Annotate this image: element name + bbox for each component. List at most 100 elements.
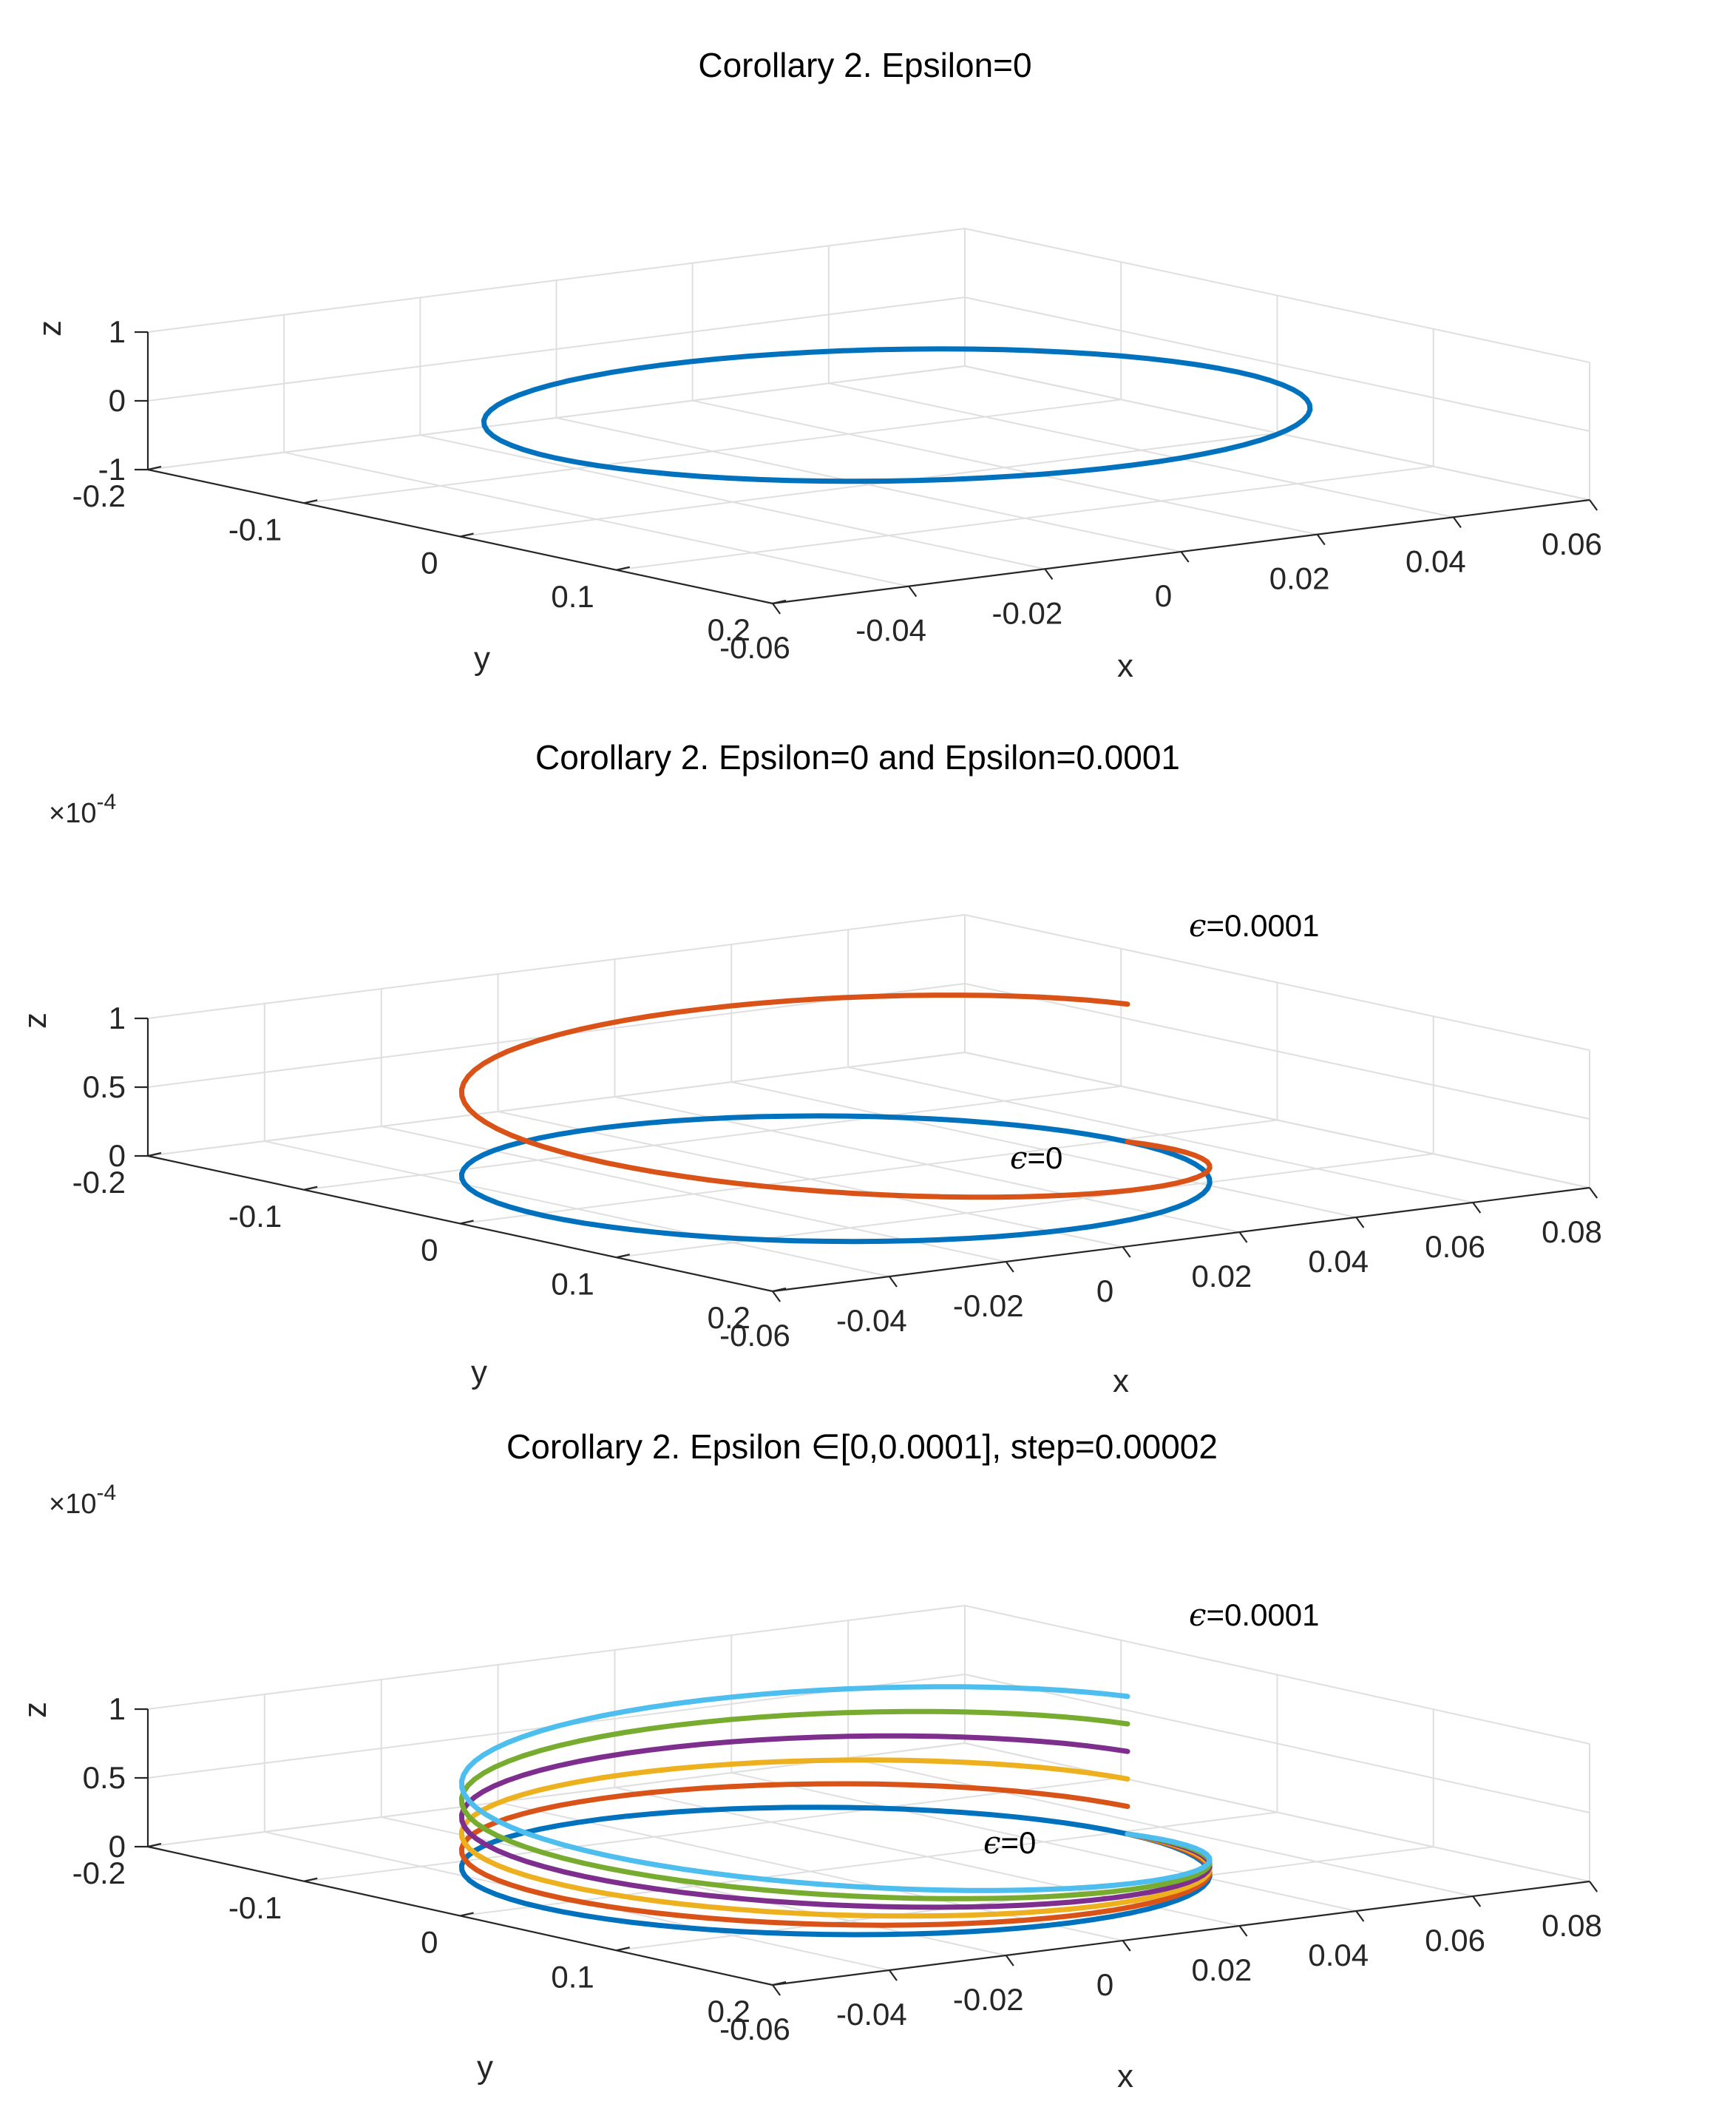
y-tick-mark — [616, 566, 630, 571]
y-tick-label: 0.2 — [708, 1994, 750, 2029]
z-exponent-power: -4 — [96, 790, 116, 814]
z-tick-label: 1 — [109, 314, 126, 349]
x-tick-label: 0.06 — [1425, 1229, 1485, 1264]
x-tick-mark — [1589, 1187, 1598, 1199]
x-tick-label: -0.02 — [991, 595, 1062, 630]
x-tick-mark — [1005, 1261, 1014, 1273]
x-tick-mark — [1355, 1217, 1365, 1228]
z-grid-line-side — [964, 1674, 1590, 1813]
y-tick-label: 0.2 — [708, 612, 750, 647]
chart-panel-epsilon-0-and-0001: -0.06 -0.04 -0.02 0 0.02 0.04 0.06 0.08 -0.2 -0.1… — [17, 738, 1602, 1399]
y-grid-line-floor — [460, 1119, 1278, 1225]
z-axis-label: z — [32, 320, 68, 336]
series-line-0 — [481, 346, 1313, 484]
x-axis-label: x — [1117, 2058, 1133, 2094]
z-tick-label: 0.5 — [83, 1760, 126, 1795]
y-tick-label: -0.1 — [228, 1890, 282, 1925]
y-tick-mark — [772, 1287, 787, 1293]
z-tick-label: 1 — [109, 1001, 126, 1035]
y-tick-mark — [304, 1186, 318, 1191]
y-tick-mark — [147, 1842, 162, 1848]
epsilon-symbol: ϵ — [1189, 1597, 1207, 1633]
x-tick-mark — [1005, 1955, 1014, 1966]
series-line-2 — [458, 1757, 1213, 1919]
y-grid-line-floor — [616, 465, 1434, 571]
x-tick-label: -0.04 — [855, 613, 926, 648]
x-tick-label: 0 — [1096, 1967, 1113, 2002]
y-tick-label: 0.1 — [551, 1959, 594, 1994]
x-tick-label: 0 — [1096, 1274, 1113, 1308]
x-tick-mark — [908, 586, 918, 598]
chart-title: Corollary 2. Epsilon=0 and Epsilon=0.000… — [535, 738, 1180, 777]
x-tick-mark — [1238, 1231, 1248, 1243]
y-grid-line-floor — [304, 1776, 1122, 1882]
y-tick-mark — [460, 532, 474, 538]
x-tick-mark — [1355, 1910, 1365, 1922]
z-grid-line-side — [964, 1605, 1590, 1745]
z-exponent-base: ×10 — [49, 798, 96, 829]
x-tick-label: 0.04 — [1308, 1244, 1369, 1279]
z-grid-line-side — [964, 297, 1590, 432]
x-tick-label: -0.04 — [836, 1997, 907, 2032]
y-tick-label: 0 — [421, 1233, 438, 1268]
y-axis-label: y — [474, 640, 490, 677]
y-grid-line-floor — [304, 1085, 1122, 1191]
y-tick-mark — [304, 1877, 318, 1882]
y-grid-line-floor — [304, 399, 1122, 504]
epsilon-symbol: ϵ — [1010, 1140, 1028, 1176]
epsilon-value: =0.0001 — [1207, 1597, 1320, 1632]
y-grid-line-floor — [460, 1811, 1278, 1917]
y-grid-line-floor — [460, 432, 1278, 538]
z-exponent-label: ×10-4 — [49, 790, 116, 829]
z-tick-label: 0 — [109, 1138, 126, 1173]
x-tick-label: 0.04 — [1308, 1938, 1369, 1972]
x-tick-label: -0.06 — [719, 2012, 790, 2046]
y-tick-label: -0.1 — [228, 1199, 282, 1234]
annotation-epsilon-zero: ϵ=0 — [983, 1824, 1036, 1861]
x-tick-mark — [772, 1984, 781, 1996]
y-tick-mark — [147, 1151, 162, 1157]
x-tick-mark — [1044, 568, 1054, 580]
series-line-1 — [458, 1781, 1213, 1928]
x-tick-mark — [1122, 1246, 1131, 1258]
z-grid-line-side — [964, 228, 1590, 363]
x-tick-label: -0.04 — [836, 1303, 907, 1338]
y-tick-mark — [147, 465, 162, 471]
z-tick-label: 0 — [109, 383, 126, 418]
chart-title: Corollary 2. Epsilon=0 — [698, 46, 1031, 84]
annotation-epsilon-max: ϵ=0.0001 — [1189, 1597, 1320, 1633]
x-tick-mark — [772, 1291, 781, 1302]
y-tick-label: 0.1 — [551, 1266, 594, 1301]
chart-panel-epsilon-0: -0.06 -0.04 -0.02 0 0.02 0.04 0.06 -0.2 -0.1 0 0.1… — [32, 46, 1602, 684]
x-tick-label: 0.02 — [1192, 1259, 1252, 1293]
x-tick-mark — [1589, 1881, 1598, 1893]
x-tick-label: -0.02 — [953, 1288, 1024, 1323]
series-line-0 — [458, 1113, 1213, 1245]
x-tick-mark — [1316, 534, 1326, 546]
z-exponent-base: ×10 — [49, 1489, 96, 1520]
x-tick-mark — [888, 1969, 898, 1981]
z-grid-line-back — [147, 1605, 966, 1710]
epsilon-value: =0 — [1001, 1825, 1037, 1860]
y-tick-mark — [460, 1912, 474, 1917]
x-tick-mark — [1238, 1925, 1248, 1937]
series-line-5 — [458, 1684, 1213, 1893]
x-tick-mark — [772, 603, 781, 615]
x-tick-mark — [1452, 516, 1462, 528]
z-grid-line-back — [147, 914, 966, 1019]
x-tick-label: -0.06 — [719, 1318, 790, 1353]
x-tick-label: 0.02 — [1269, 561, 1330, 596]
y-tick-label: 0 — [421, 1925, 438, 1960]
epsilon-value: =0.0001 — [1207, 908, 1320, 943]
z-grid-line-side — [964, 983, 1590, 1120]
x-axis-label: x — [1117, 648, 1133, 684]
z-tick-label: 0 — [109, 1829, 126, 1864]
x-tick-mark — [1589, 499, 1598, 511]
z-grid-line-side — [964, 1742, 1590, 1882]
x-tick-label: -0.06 — [719, 630, 790, 665]
x-tick-mark — [1472, 1895, 1482, 1907]
z-grid-line-side — [964, 1052, 1590, 1188]
y-tick-mark — [772, 1981, 787, 1986]
x-axis-label: x — [1113, 1363, 1129, 1399]
